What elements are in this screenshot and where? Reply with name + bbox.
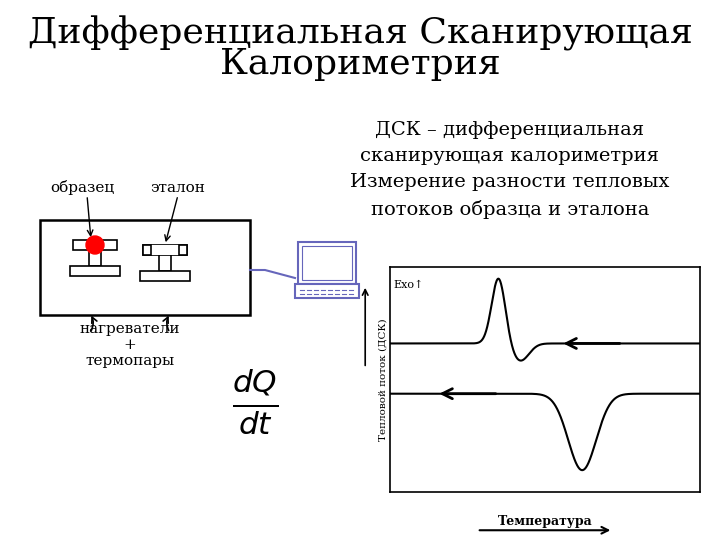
Bar — [179, 245, 187, 255]
Text: эталон: эталон — [150, 181, 205, 195]
Bar — [159, 255, 171, 271]
Bar — [151, 245, 179, 255]
Bar — [143, 245, 187, 255]
Bar — [40, 220, 250, 315]
Bar — [302, 246, 352, 280]
Bar — [295, 284, 359, 298]
Text: нагреватели
+
термопары: нагреватели + термопары — [80, 322, 180, 368]
Text: образец: образец — [50, 180, 114, 195]
Bar — [73, 240, 117, 250]
Bar — [143, 245, 151, 255]
Bar — [298, 242, 356, 284]
Circle shape — [86, 236, 104, 254]
Text: $\frac{dQ}{dt}$: $\frac{dQ}{dt}$ — [232, 368, 278, 436]
Bar — [140, 271, 190, 281]
Y-axis label: Тепловой поток (ДСК): Тепловой поток (ДСК) — [378, 318, 387, 441]
Text: Exo↑: Exo↑ — [393, 280, 423, 290]
Bar — [70, 266, 120, 276]
Text: Температура: Температура — [498, 515, 593, 528]
Text: Дифференциальная Сканирующая: Дифференциальная Сканирующая — [27, 16, 693, 51]
Text: ДСК – дифференциальная
сканирующая калориметрия
Измерение разности тепловых
пото: ДСК – дифференциальная сканирующая калор… — [351, 120, 670, 219]
Text: Калориметрия: Калориметрия — [220, 47, 500, 81]
Bar — [89, 250, 101, 266]
